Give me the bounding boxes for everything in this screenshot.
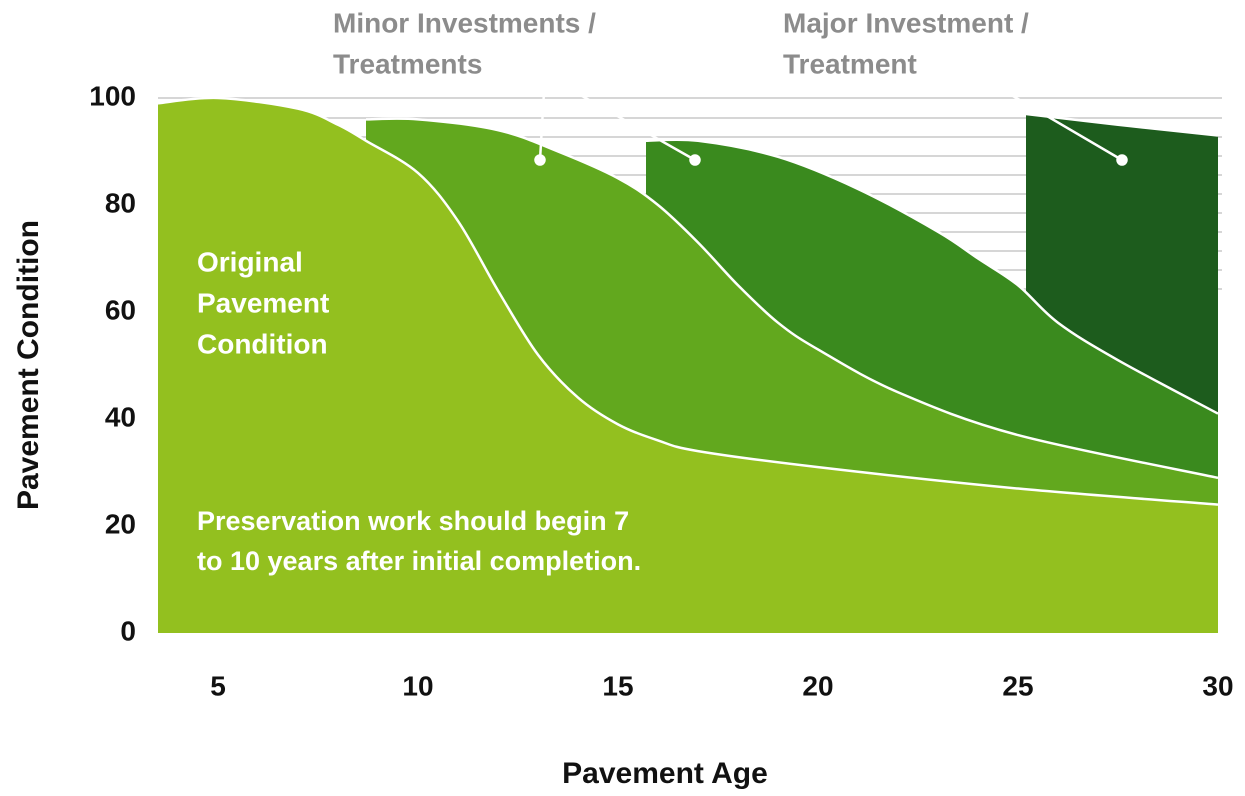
area-label: to 10 years after initial completion. <box>197 546 641 576</box>
y-tick-label: 40 <box>105 401 136 432</box>
x-tick-label: 20 <box>802 670 833 701</box>
area-edge <box>645 138 1219 415</box>
area <box>158 97 1218 634</box>
x-tick-label: 5 <box>210 670 226 701</box>
areas <box>157 96 1219 634</box>
x-tick-label: 10 <box>402 670 433 701</box>
x-tick-label: 25 <box>1002 670 1033 701</box>
area-edge <box>365 117 1219 480</box>
leaders <box>534 66 1128 166</box>
leader-dot <box>1116 154 1128 166</box>
area-edge <box>157 96 1219 506</box>
leader-dot <box>689 154 701 166</box>
area-label: Pavement <box>197 287 329 318</box>
y-axis-title: Pavement Condition <box>12 220 45 510</box>
annotation: Minor Investments / <box>333 7 596 38</box>
area-label: Preservation work should begin 7 <box>197 506 629 536</box>
annotation: Major Investment / <box>783 7 1029 38</box>
x-tick-label: 30 <box>1202 670 1233 701</box>
x-tick-label: 15 <box>602 670 633 701</box>
y-tick-label: 0 <box>120 615 136 646</box>
y-tick-label: 100 <box>89 80 136 111</box>
annotation: Treatments <box>333 48 482 79</box>
area-label: Condition <box>197 328 328 359</box>
leader-dot <box>534 154 546 166</box>
x-axis-title: Pavement Age <box>562 757 768 790</box>
y-tick-label: 80 <box>105 187 136 218</box>
leader-line <box>964 66 1123 162</box>
area-label: Original <box>197 246 303 277</box>
y-tick-label: 60 <box>105 294 136 325</box>
leader-line <box>538 72 696 162</box>
y-tick-label: 20 <box>105 508 136 539</box>
annotation: Treatment <box>783 48 917 79</box>
